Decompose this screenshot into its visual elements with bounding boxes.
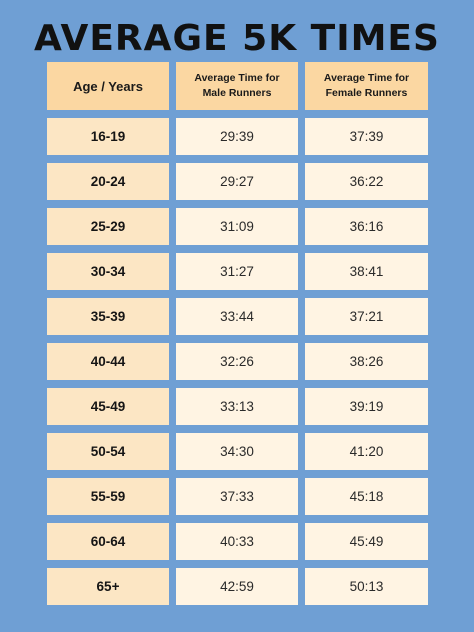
- table-row: 20-24 29:27 36:22: [47, 163, 428, 200]
- header-age: Age / Years: [47, 62, 169, 110]
- male-time-cell: 33:44: [176, 298, 298, 335]
- table-row: 30-34 31:27 38:41: [47, 253, 428, 290]
- age-cell: 55-59: [47, 478, 169, 515]
- table-row: 25-29 31:09 36:16: [47, 208, 428, 245]
- table-row: 35-39 33:44 37:21: [47, 298, 428, 335]
- header-male: Average Time for Male Runners: [176, 62, 298, 110]
- male-time-cell: 34:30: [176, 433, 298, 470]
- age-cell: 35-39: [47, 298, 169, 335]
- times-table: Age / Years Average Time for Male Runner…: [47, 62, 428, 613]
- table-row: 16-19 29:39 37:39: [47, 118, 428, 155]
- male-time-cell: 31:09: [176, 208, 298, 245]
- female-time-cell: 38:26: [305, 343, 428, 380]
- male-time-cell: 29:39: [176, 118, 298, 155]
- female-time-cell: 38:41: [305, 253, 428, 290]
- age-cell: 50-54: [47, 433, 169, 470]
- female-time-cell: 37:21: [305, 298, 428, 335]
- female-time-cell: 45:49: [305, 523, 428, 560]
- table-header-row: Age / Years Average Time for Male Runner…: [47, 62, 428, 110]
- header-female: Average Time for Female Runners: [305, 62, 428, 110]
- table-row: 55-59 37:33 45:18: [47, 478, 428, 515]
- age-cell: 20-24: [47, 163, 169, 200]
- table-row: 40-44 32:26 38:26: [47, 343, 428, 380]
- table-row: 60-64 40:33 45:49: [47, 523, 428, 560]
- age-cell: 30-34: [47, 253, 169, 290]
- age-cell: 65+: [47, 568, 169, 605]
- male-time-cell: 33:13: [176, 388, 298, 425]
- male-time-cell: 32:26: [176, 343, 298, 380]
- table-row: 45-49 33:13 39:19: [47, 388, 428, 425]
- female-time-cell: 36:22: [305, 163, 428, 200]
- female-time-cell: 39:19: [305, 388, 428, 425]
- female-time-cell: 41:20: [305, 433, 428, 470]
- age-cell: 25-29: [47, 208, 169, 245]
- female-time-cell: 37:39: [305, 118, 428, 155]
- page-title: AVERAGE 5K TIMES: [34, 18, 440, 59]
- male-time-cell: 42:59: [176, 568, 298, 605]
- age-cell: 40-44: [47, 343, 169, 380]
- age-cell: 45-49: [47, 388, 169, 425]
- female-time-cell: 50:13: [305, 568, 428, 605]
- male-time-cell: 29:27: [176, 163, 298, 200]
- table-row: 50-54 34:30 41:20: [47, 433, 428, 470]
- age-cell: 60-64: [47, 523, 169, 560]
- male-time-cell: 37:33: [176, 478, 298, 515]
- age-cell: 16-19: [47, 118, 169, 155]
- table-row: 65+ 42:59 50:13: [47, 568, 428, 605]
- female-time-cell: 36:16: [305, 208, 428, 245]
- male-time-cell: 40:33: [176, 523, 298, 560]
- female-time-cell: 45:18: [305, 478, 428, 515]
- male-time-cell: 31:27: [176, 253, 298, 290]
